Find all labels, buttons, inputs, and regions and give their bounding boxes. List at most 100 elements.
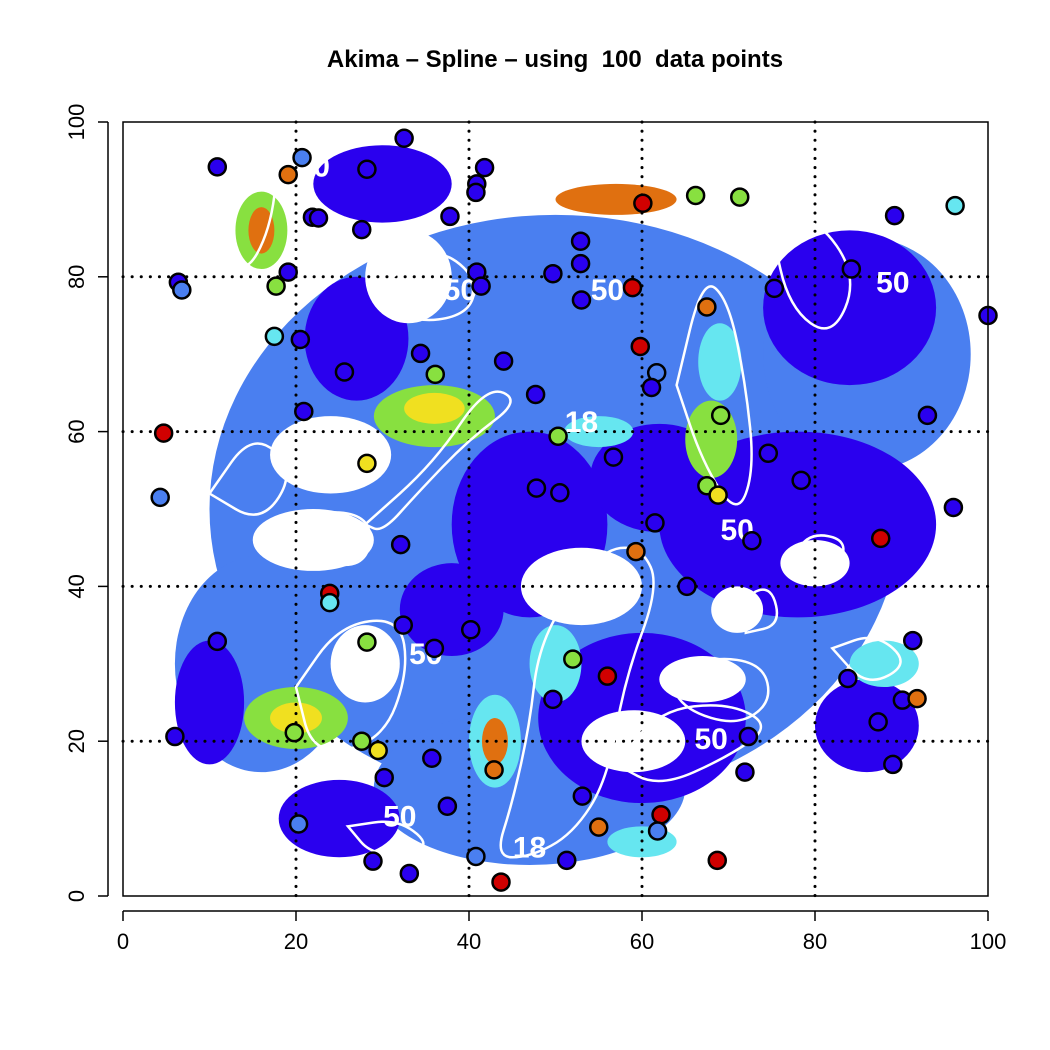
surface-region-26 [248, 207, 275, 254]
surface-region-20 [270, 416, 392, 494]
surface-region-23 [711, 586, 764, 633]
data-point-11 [945, 195, 965, 216]
data-point-43 [710, 405, 731, 426]
contour-line-14 [770, 219, 852, 330]
data-point-10 [729, 187, 750, 207]
y-tick-label-3: 60 [64, 419, 89, 443]
contour-label-9: 18 [565, 406, 598, 439]
data-point-82 [368, 740, 388, 761]
contour-label-1: 50 [383, 801, 416, 834]
surface-region-4 [659, 431, 937, 618]
data-point-78 [284, 722, 305, 743]
y-tick-label-2: 40 [64, 574, 89, 598]
data-point-54 [708, 485, 728, 505]
data-point-76 [907, 688, 927, 709]
data-point-49 [357, 453, 377, 474]
data-point-70 [424, 638, 445, 659]
contour-line-2 [666, 657, 770, 723]
surface-region-19 [520, 547, 642, 626]
data-point-17 [570, 231, 591, 251]
data-points [150, 128, 998, 892]
data-point-1 [292, 147, 312, 168]
data-point-45 [153, 423, 174, 443]
data-point-42 [294, 401, 314, 422]
contour-line-7 [207, 168, 277, 269]
data-point-2 [278, 164, 298, 185]
contour-label-6: 50 [695, 723, 728, 756]
data-point-69 [902, 630, 923, 651]
x-tick-label-4: 80 [803, 929, 827, 954]
contour-line-11 [744, 588, 779, 635]
data-point-24 [172, 280, 192, 300]
data-point-62 [677, 576, 697, 597]
data-point-98 [399, 863, 420, 884]
data-point-40 [641, 377, 662, 398]
data-point-66 [460, 619, 481, 640]
data-point-85 [484, 760, 504, 780]
data-point-96 [363, 851, 383, 871]
data-point-46 [548, 426, 568, 446]
data-point-57 [645, 513, 665, 533]
data-point-41 [525, 384, 546, 405]
data-point-56 [943, 497, 964, 518]
data-point-73 [838, 668, 858, 689]
data-point-18 [570, 253, 591, 274]
surface-region-18 [330, 625, 400, 703]
data-point-81 [351, 731, 372, 751]
data-point-91 [288, 814, 309, 834]
data-point-27 [764, 278, 785, 299]
x-tick-label-2: 40 [457, 929, 481, 954]
contour-line-4 [362, 390, 512, 531]
data-point-86 [735, 762, 755, 782]
data-point-22 [278, 262, 298, 282]
surface-region-35 [555, 183, 677, 215]
grid [121, 120, 990, 898]
surface-region-16 [252, 509, 374, 571]
data-point-72 [597, 666, 618, 686]
y-tick-label-4: 80 [64, 265, 89, 289]
data-point-31 [697, 297, 717, 317]
surface-region-5 [763, 230, 937, 386]
data-point-3 [357, 159, 377, 179]
data-point-7 [466, 182, 486, 203]
data-point-90 [651, 804, 671, 825]
data-point-4 [394, 128, 414, 149]
data-point-8 [633, 193, 653, 214]
contour-label-3: 50 [876, 266, 909, 299]
x-tick-label-1: 20 [284, 929, 308, 954]
y-tick-label-1: 20 [64, 729, 89, 753]
surface-region-36 [849, 640, 919, 688]
contour-label-4: 50 [591, 274, 624, 307]
contour-line-8 [830, 636, 902, 682]
data-point-9 [685, 185, 706, 206]
data-point-37 [334, 362, 355, 382]
data-point-48 [603, 447, 624, 467]
contour-line-6 [294, 619, 407, 752]
surface-region-30 [270, 702, 322, 734]
data-point-80 [738, 726, 759, 747]
data-point-60 [390, 534, 411, 555]
surface-region-21 [659, 656, 746, 703]
data-point-50 [791, 470, 811, 491]
data-point-33 [290, 329, 311, 350]
data-point-95 [556, 850, 577, 871]
data-point-94 [466, 846, 486, 867]
contour-line-10 [787, 534, 845, 577]
x-tick-label-0: 0 [117, 929, 129, 954]
data-point-12 [884, 205, 905, 226]
data-point-26 [841, 259, 862, 279]
data-point-61 [626, 541, 646, 562]
data-point-52 [526, 478, 547, 498]
surface-region-39 [564, 416, 634, 448]
data-point-15 [440, 206, 460, 227]
data-point-14 [308, 208, 329, 228]
data-point-44 [917, 405, 938, 426]
surface-region-12 [174, 640, 245, 765]
data-point-92 [589, 817, 609, 837]
surface-region-33 [698, 323, 742, 401]
data-point-83 [422, 748, 442, 768]
y-tick-label-5: 100 [64, 104, 89, 141]
contour-label-10: 10 [781, 777, 814, 810]
data-point-29 [571, 290, 592, 310]
